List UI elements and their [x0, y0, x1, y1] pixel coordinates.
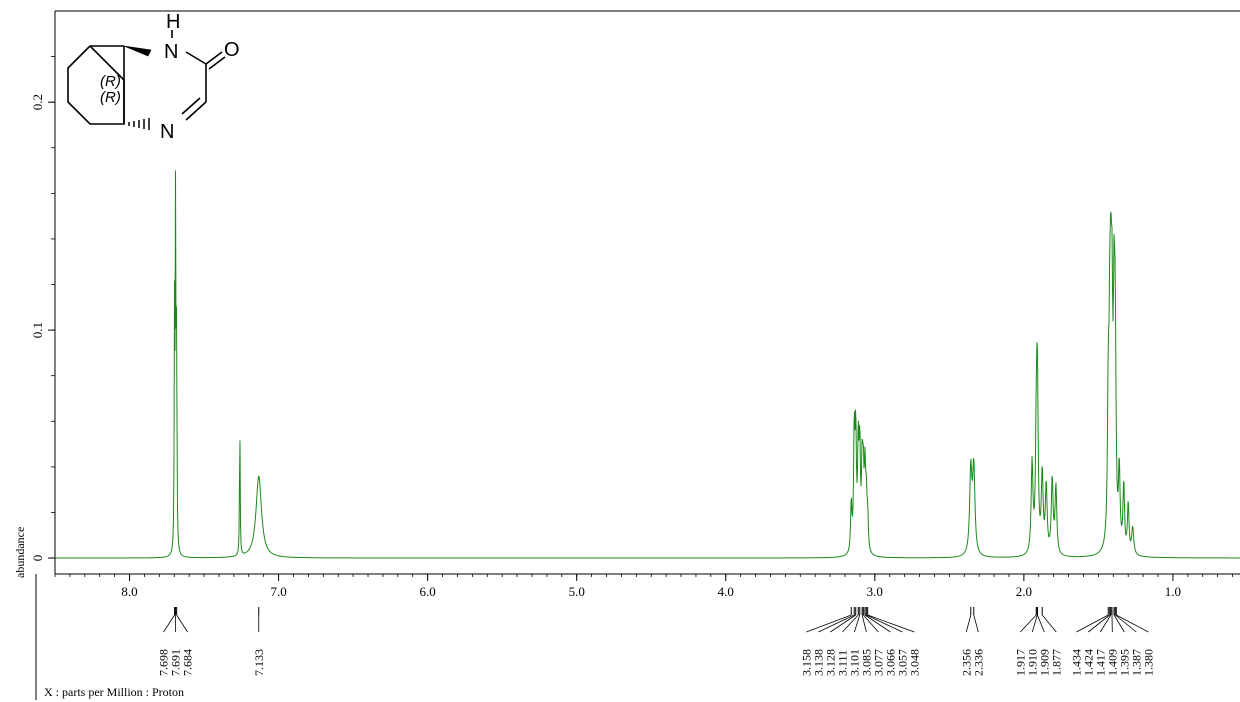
- y-tick-label: 0: [30, 555, 45, 562]
- peak-label: 2.336: [971, 649, 985, 676]
- peak-label: 3.128: [823, 649, 837, 676]
- imine-n-atom: N: [160, 121, 174, 143]
- peak-leader: [818, 614, 855, 633]
- stereo-label-2: (R): [100, 89, 121, 106]
- y-tick-label: 0.2: [30, 94, 45, 110]
- peak-label: 3.066: [883, 649, 897, 676]
- x-tick-label: 7.0: [270, 584, 286, 599]
- x-tick-label: 3.0: [867, 584, 883, 599]
- peak-leader: [1114, 614, 1137, 633]
- peak-label: 1.910: [1025, 649, 1039, 676]
- peak-label: 7.691: [169, 649, 183, 676]
- peak-label: 3.138: [811, 649, 825, 676]
- peak-label: 7.698: [157, 649, 171, 676]
- peak-leader: [830, 614, 856, 633]
- peak-leader: [853, 614, 861, 633]
- peak-label: 3.077: [871, 649, 885, 676]
- y-axis-title: abundance: [13, 527, 27, 578]
- y-axis-ticks: 0 0.1 0.2: [30, 56, 55, 562]
- peak-leader: [973, 614, 979, 633]
- spectrum-line: [55, 170, 1240, 559]
- x-tick-label: 6.0: [420, 584, 436, 599]
- amide-bond: [185, 51, 207, 65]
- peak-label: 3.158: [799, 649, 813, 676]
- peak-label: 1.917: [1013, 649, 1027, 676]
- peak-label: 1.424: [1081, 649, 1095, 676]
- plot-frame: [35, 10, 1240, 700]
- peak-leader: [806, 614, 852, 633]
- peak-label: 2.356: [959, 649, 973, 676]
- x-tick-label: 1.0: [1165, 584, 1181, 599]
- peak-leader: [965, 614, 972, 633]
- x-axis-ticks: 8.0 7.0 6.0 5.0 4.0 3.0 2.0 1.0: [54, 574, 1233, 599]
- peak-label: 1.409: [1105, 649, 1119, 676]
- spectrum-series: [55, 170, 1240, 559]
- peak-leader: [867, 614, 915, 633]
- peak-leader: [1088, 614, 1110, 633]
- peak-leader: [863, 614, 879, 633]
- peak-leader: [1041, 614, 1057, 633]
- x-tick-label: 2.0: [1016, 584, 1032, 599]
- peak-label: 7.684: [181, 649, 195, 676]
- peak-label: 1.877: [1049, 649, 1063, 676]
- peak-label: 7.133: [252, 649, 266, 676]
- peak-label: 1.417: [1093, 649, 1107, 676]
- peak-label: 1.387: [1129, 649, 1143, 676]
- carbonyl-bond-2: [208, 56, 226, 70]
- nh-n-atom: N: [164, 41, 178, 63]
- molecule-structure: [67, 30, 226, 130]
- hash-bond: [128, 118, 150, 130]
- peak-leader: [861, 614, 867, 633]
- x-axis-title: X : parts per Million : Proton: [44, 685, 184, 699]
- peak-leader: [864, 614, 891, 633]
- peak-label: 3.085: [859, 649, 873, 676]
- peak-leader: [1076, 614, 1109, 633]
- imine-bond-2: [181, 97, 201, 115]
- peak-label: 3.057: [895, 649, 909, 676]
- imine-bond: [185, 101, 207, 121]
- peak-leader: [1099, 614, 1112, 633]
- carbonyl-o-atom: O: [224, 39, 240, 61]
- peak-label: 1.380: [1141, 649, 1155, 676]
- y-tick-label: 0.1: [30, 322, 45, 338]
- x-tick-label: 4.0: [718, 584, 734, 599]
- peak-leader: [1031, 614, 1038, 633]
- x-tick-label: 8.0: [121, 584, 137, 599]
- carbonyl-bond: [205, 51, 223, 65]
- peak-label: 1.909: [1037, 649, 1051, 676]
- nh-h-atom: H: [166, 11, 180, 33]
- wedge-bond: [123, 45, 152, 57]
- peak-leader: [866, 614, 903, 633]
- peak-label: 1.434: [1069, 649, 1083, 676]
- peak-leader: [1019, 614, 1037, 633]
- peak-leader: [1037, 614, 1045, 633]
- peak-leader: [1116, 614, 1149, 633]
- stereo-label-1: (R): [100, 73, 121, 90]
- x-tick-label: 5.0: [569, 584, 585, 599]
- peak-leader: [163, 614, 175, 633]
- peak-leader: [842, 614, 859, 633]
- peak-leader: [176, 614, 188, 633]
- peak-label: 3.111: [835, 650, 849, 676]
- peak-label: 1.395: [1117, 649, 1131, 676]
- peak-leader: [1113, 614, 1125, 633]
- peak-label: 3.101: [847, 649, 861, 676]
- peak-label: 3.048: [907, 649, 921, 676]
